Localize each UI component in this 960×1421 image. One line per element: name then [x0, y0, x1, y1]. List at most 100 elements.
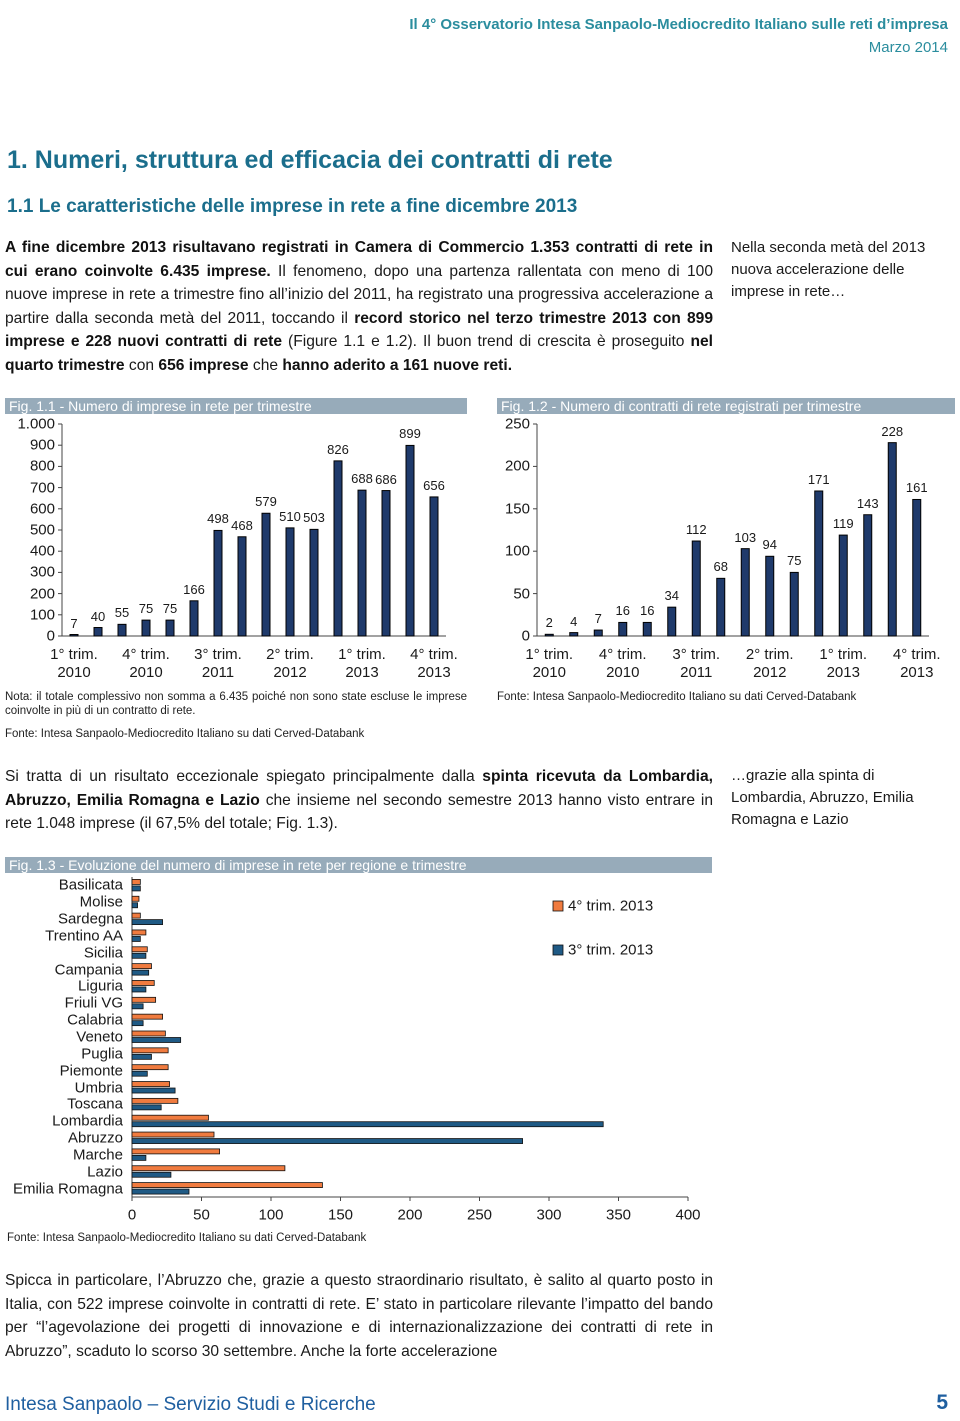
y-tick-label: Friuli VG [64, 994, 123, 1012]
value-label: 143 [856, 495, 879, 511]
y-tick-label: Molise [79, 893, 123, 911]
value-label: 68 [713, 559, 728, 575]
x-tick-label: 350 [605, 1206, 632, 1224]
bar [740, 548, 750, 637]
bar [618, 621, 628, 637]
y-tick-label: Marche [72, 1146, 123, 1164]
y-tick-label: Abruzzo [67, 1129, 123, 1147]
figure-source: Fonte: Intesa Sanpaolo-Mediocredito Ital… [5, 728, 365, 740]
value-label: 579 [255, 494, 277, 510]
bar [642, 621, 652, 637]
bar [691, 540, 701, 637]
y-tick-label: 100 [504, 542, 530, 560]
value-label: 75 [787, 553, 802, 569]
bar [333, 460, 343, 637]
y-tick-label: 1.000 [17, 415, 55, 433]
bar [131, 936, 141, 942]
bar [131, 980, 155, 986]
x-tick-label: 200 [397, 1206, 423, 1224]
text-run: record storico nel terzo trimestre 2013 … [5, 309, 713, 351]
y-tick-label: 300 [29, 563, 55, 581]
value-label: 161 [905, 480, 928, 496]
chart-plot [131, 877, 689, 1201]
bar [593, 629, 603, 637]
bar [131, 919, 163, 926]
footer-text: Intesa Sanpaolo – Servizio Studi e Ricer… [5, 1394, 376, 1415]
y-tick-label: Lazio [87, 1163, 123, 1181]
bar [165, 619, 175, 637]
header-date: Marzo 2014 [868, 39, 948, 56]
y-tick-label: 500 [29, 521, 55, 539]
x-tick-label: 4° trim. 2013 [892, 646, 941, 681]
bar [569, 632, 579, 637]
value-label: 656 [423, 477, 445, 493]
bar [131, 946, 148, 953]
bar [544, 633, 554, 637]
x-tick-label: 3° trim. 2011 [194, 646, 242, 681]
text-run: nel quarto trimestre [5, 333, 713, 374]
bar [765, 555, 775, 637]
value-label: 16 [615, 603, 630, 619]
bar [131, 885, 141, 892]
bar [131, 1020, 144, 1027]
bar [285, 527, 295, 637]
y-tick-label: Calabria [67, 1011, 123, 1029]
y-tick-label: Liguria [77, 977, 123, 995]
x-tick-label: 4° trim. 2013 [410, 646, 458, 681]
value-label: 7 [70, 615, 78, 631]
y-tick-label: 50 [513, 585, 530, 603]
bar [838, 534, 848, 637]
y-tick-label: Trentino AA [45, 927, 123, 945]
bar [131, 1154, 147, 1161]
value-label: 228 [881, 423, 904, 439]
value-label: 119 [832, 516, 854, 532]
bar [131, 1030, 166, 1037]
legend-label: 3° trim. 2013 [568, 941, 654, 959]
figure-source: Fonte: Intesa Sanpaolo-Mediocredito Ital… [497, 691, 857, 703]
x-tick-label: 3° trim. 2011 [672, 646, 721, 681]
figure-title: Fig. 1.3 - Evoluzione del numero di impr… [5, 857, 712, 873]
y-tick-label: 900 [29, 436, 55, 454]
x-tick-label: 100 [258, 1206, 284, 1224]
bar [131, 986, 147, 993]
y-tick-label: 200 [29, 585, 55, 603]
bar [131, 1114, 209, 1121]
x-tick-label: 250 [466, 1206, 493, 1224]
value-label: 688 [351, 471, 373, 487]
bar [131, 929, 147, 936]
x-tick-label: 2° trim. 2012 [266, 646, 314, 681]
bar [131, 1081, 170, 1087]
paragraph: A fine dicembre 2013 risultavano registr… [5, 236, 713, 377]
y-tick-label: Basilicata [58, 876, 123, 894]
bar [131, 1003, 144, 1010]
y-tick-label: 0 [46, 627, 55, 645]
bar [131, 879, 141, 885]
text-run: hanno aderito a 161 nuove reti. [282, 356, 513, 374]
value-label: 2 [545, 615, 553, 631]
value-label: 16 [640, 603, 655, 619]
x-tick-label: 1° trim. 2013 [819, 646, 868, 681]
figure: Fig. 1.1 - Numero di imprese in rete per… [5, 398, 467, 748]
value-label: 75 [162, 601, 178, 617]
bar [131, 1188, 190, 1195]
text-run: che insieme nel secondo semestre 2013 ha… [5, 791, 713, 833]
text-run: 656 imprese [158, 356, 249, 374]
header-title: Il 4° Osservatorio Intesa Sanpaolo-Medio… [409, 16, 948, 33]
text-run: (Figure 1.1 e 1.2). Il buon trend di cre… [282, 333, 691, 350]
legend-label: 4° trim. 2013 [568, 897, 654, 915]
text-run: Il fenomeno, dopo una partenza rallentat… [5, 262, 713, 327]
bar [261, 512, 271, 637]
y-tick-label: Toscana [67, 1095, 123, 1113]
bar [131, 1171, 172, 1178]
bar [131, 1138, 523, 1144]
heading: 1. Numeri, struttura ed efficacia dei co… [7, 146, 613, 174]
figure-title: Fig. 1.1 - Numero di imprese in rete per… [5, 398, 467, 414]
bar [131, 902, 138, 909]
value-label: 171 [807, 471, 830, 487]
bar [237, 536, 247, 637]
bar [131, 1053, 152, 1060]
sidenote: …grazie alla spinta di Lombardia, Abruzz… [731, 767, 914, 828]
bar [309, 528, 319, 637]
bar [117, 623, 127, 637]
bar [429, 496, 439, 637]
